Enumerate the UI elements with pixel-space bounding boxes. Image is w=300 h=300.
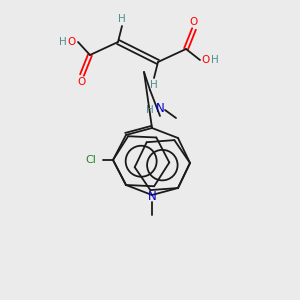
Text: H: H — [146, 105, 154, 115]
Text: O: O — [190, 17, 198, 27]
Text: H: H — [118, 14, 126, 24]
Text: Cl: Cl — [85, 155, 96, 165]
Text: O: O — [202, 55, 210, 65]
Text: H: H — [150, 80, 158, 90]
Text: O: O — [78, 77, 86, 87]
Text: N: N — [156, 103, 164, 116]
Text: O: O — [68, 37, 76, 47]
Text: N: N — [148, 190, 156, 202]
Text: H: H — [211, 55, 219, 65]
Text: H: H — [59, 37, 67, 47]
